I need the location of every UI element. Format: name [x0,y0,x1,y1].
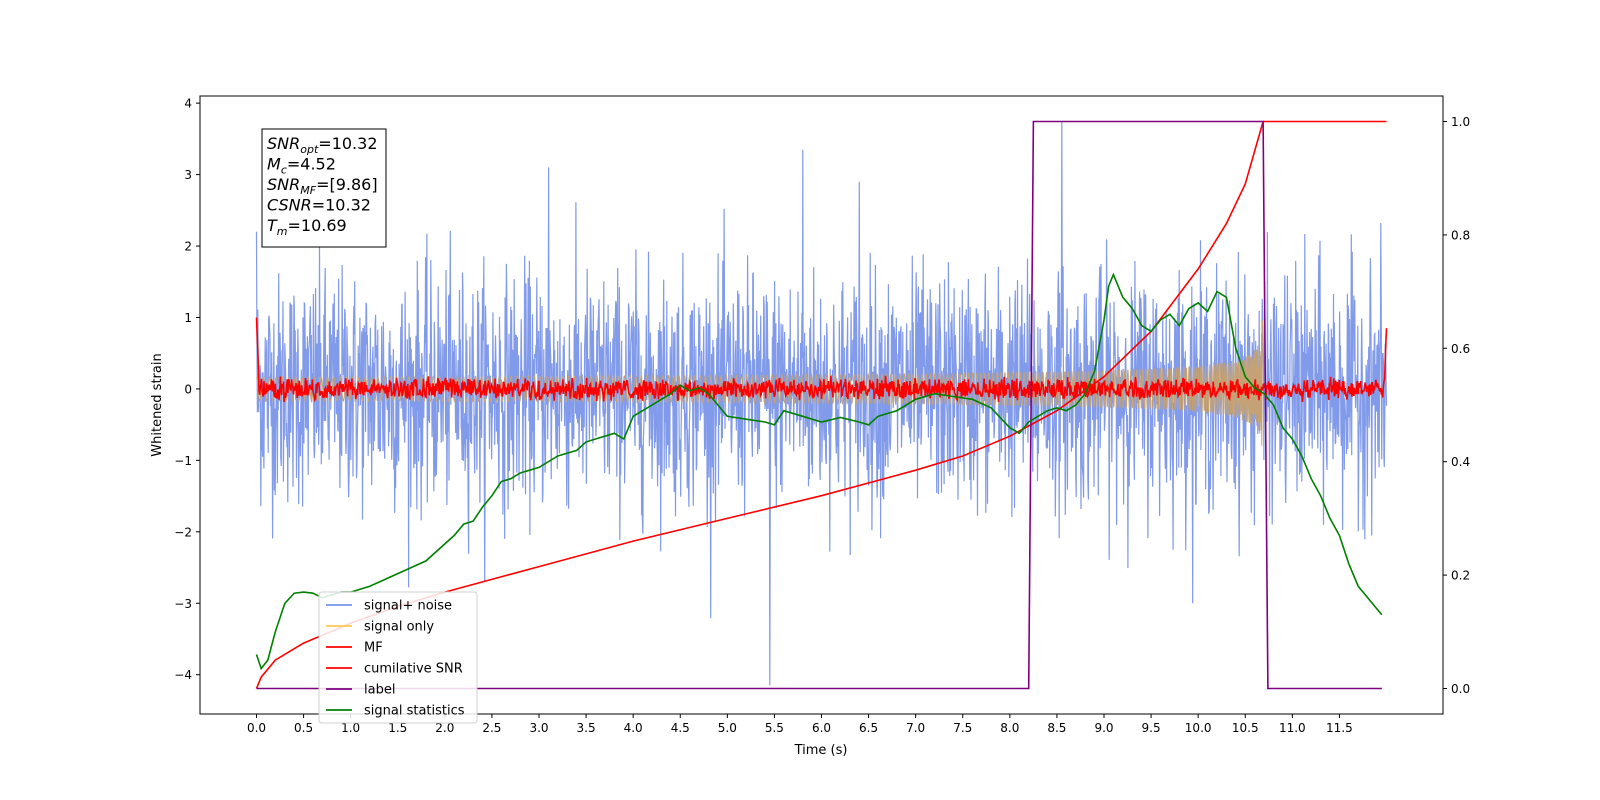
x-tick-label: 2.0 [435,721,454,735]
x-tick-label: 9.5 [1142,721,1161,735]
x-tick-label: 4.5 [671,721,690,735]
x-tick-label: 1.0 [341,721,360,735]
legend-label: label [364,683,395,698]
legend-label: signal statistics [364,704,465,719]
x-tick-label: 10.0 [1185,721,1212,735]
y-axis-label: Whitened strain [150,353,165,456]
x-tick-label: 6.0 [812,721,831,735]
annotation-subscript: c [281,164,287,177]
annotation-line: CSNR=10.32 [267,196,371,215]
y2-tick-label: 0.4 [1451,455,1470,469]
x-tick-label: 2.5 [482,721,501,735]
x-tick-label: 7.5 [953,721,972,735]
series-label [256,120,1382,690]
legend-label: signal+ noise [364,599,452,614]
series-mf [255,317,1388,403]
annotation-symbol: T [267,216,278,235]
annotation-value: =4.52 [287,155,336,174]
annotation-symbol: M [267,155,281,174]
annotation-symbol: SNR [267,134,300,153]
y-tick-label: −3 [174,597,192,611]
y-tick-label: 1 [184,311,192,325]
annotation-line: SNRopt=10.32 [267,134,378,156]
annotation-line: Mc=4.52 [267,155,336,177]
x-tick-label: 0.0 [247,721,266,735]
y-tick-label: 0 [184,382,192,396]
x-tick-label: 5.0 [718,721,737,735]
x-tick-label: 7.0 [906,721,925,735]
x-tick-label: 10.5 [1232,721,1259,735]
annotation-line: SNRMF=[9.86] [267,175,378,197]
y-tick-label: 3 [184,168,192,182]
y2-tick-label: 0.0 [1451,682,1470,696]
y-tick-label: −4 [174,668,192,682]
y2-tick-label: 0.8 [1451,228,1470,242]
annotation-subscript: opt [300,143,319,156]
y2-tick-label: 1.0 [1451,115,1470,129]
y-tick-label: 2 [184,240,192,254]
x-tick-label: 8.0 [1000,721,1019,735]
y-tick-label: −2 [174,525,192,539]
x-tick-label: 11.5 [1326,721,1353,735]
annotation-subscript: m [277,225,288,238]
annotation-frame [261,128,387,248]
annotation-box: SNRopt=10.32Mc=4.52SNRMF=[9.86]CSNR=10.3… [261,128,387,248]
annotation-value: =10.32 [312,196,371,215]
x-axis-label: Time (s) [794,743,848,758]
x-tick-label: 9.0 [1094,721,1113,735]
x-tick-label: 11.0 [1279,721,1306,735]
legend: signal+ noise signal only MF cumilative SNR… [318,591,478,724]
axes-layer: 0.0 0.5 1.0 1.5 2.0 2.5 3.0 3.5 4.0 4.5 5.0 5.5 6.0 6… [174,97,1470,735]
legend-label: signal only [364,620,434,635]
x-tick-label: 3.0 [529,721,548,735]
annotation-value: =[9.86] [316,175,378,194]
annotation-value: =10.32 [318,134,377,153]
legend-label: MF [364,641,383,656]
legend-frame [318,591,478,724]
x-tick-label: 5.5 [765,721,784,735]
x-tick-label: 3.5 [577,721,596,735]
x-tick-label: 6.5 [859,721,878,735]
y-tick-label: 4 [184,97,192,111]
annotation-value: =10.69 [288,216,347,235]
series-signal-statistics [255,272,1383,671]
x-tick-label: 0.5 [294,721,313,735]
series-signal-only [256,320,1264,446]
y2-tick-label: 0.6 [1451,342,1470,356]
annotation-subscript: MF [300,184,316,197]
y2-tick-label: 0.2 [1451,569,1470,583]
x-tick-label: 1.5 [388,721,407,735]
annotation-symbol: SNR [267,175,300,194]
x-tick-label: 8.5 [1047,721,1066,735]
legend-label: cumilative SNR [364,662,463,677]
x-tick-label: 4.0 [624,721,643,735]
annotation-symbol: CSNR [267,196,312,215]
y-tick-label: −1 [174,454,192,468]
annotation-line: Tm=10.69 [267,216,347,238]
